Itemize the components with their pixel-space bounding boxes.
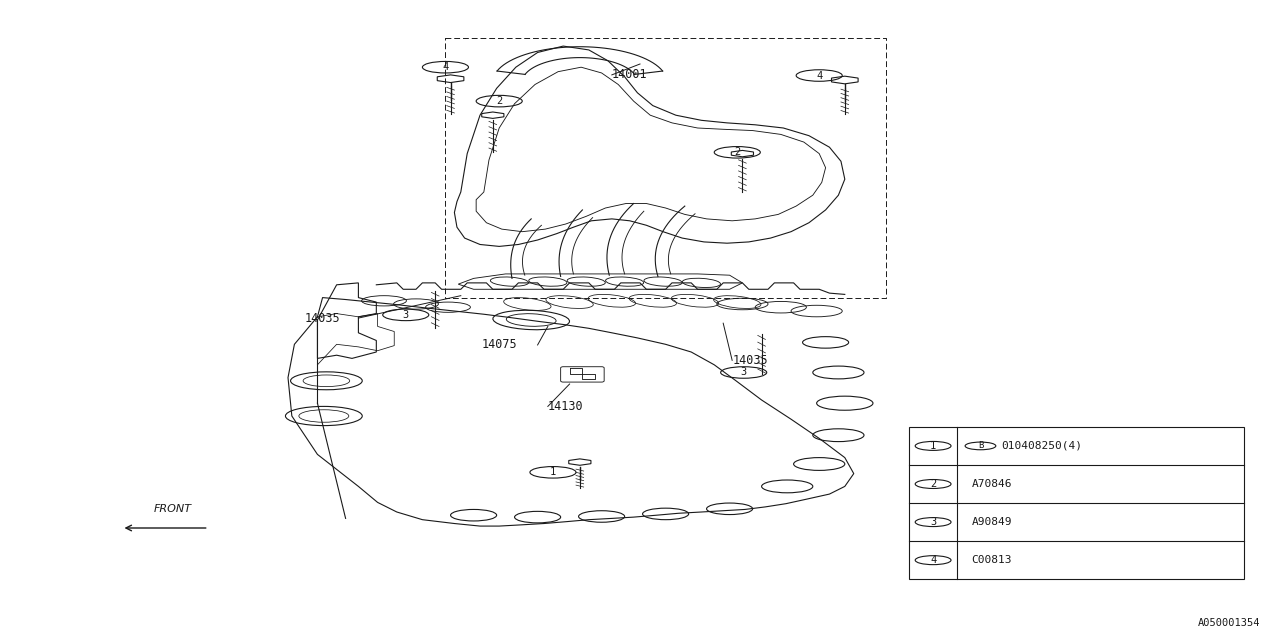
Text: 14035: 14035 bbox=[732, 354, 768, 367]
Text: C00813: C00813 bbox=[972, 555, 1012, 565]
Text: 3: 3 bbox=[403, 310, 408, 320]
Text: A050001354: A050001354 bbox=[1198, 618, 1261, 628]
Text: 3: 3 bbox=[741, 367, 746, 378]
Bar bbox=[909, 427, 1244, 579]
Text: 14130: 14130 bbox=[548, 400, 584, 413]
Text: 4: 4 bbox=[931, 555, 936, 565]
Text: 14075: 14075 bbox=[481, 339, 517, 351]
Text: 4: 4 bbox=[817, 70, 822, 81]
Text: 3: 3 bbox=[931, 517, 936, 527]
Text: 2: 2 bbox=[735, 147, 740, 157]
Text: 010408250(4): 010408250(4) bbox=[1001, 441, 1082, 451]
Text: 2: 2 bbox=[931, 479, 936, 489]
Text: 1: 1 bbox=[931, 441, 936, 451]
Text: B: B bbox=[978, 442, 983, 451]
Text: A70846: A70846 bbox=[972, 479, 1012, 489]
Text: A90849: A90849 bbox=[972, 517, 1012, 527]
Text: 14035: 14035 bbox=[305, 312, 340, 324]
Text: 14001: 14001 bbox=[612, 68, 648, 81]
Text: FRONT: FRONT bbox=[154, 504, 192, 514]
Text: 4: 4 bbox=[443, 62, 448, 72]
Text: 2: 2 bbox=[497, 96, 502, 106]
Text: 1: 1 bbox=[550, 467, 556, 477]
